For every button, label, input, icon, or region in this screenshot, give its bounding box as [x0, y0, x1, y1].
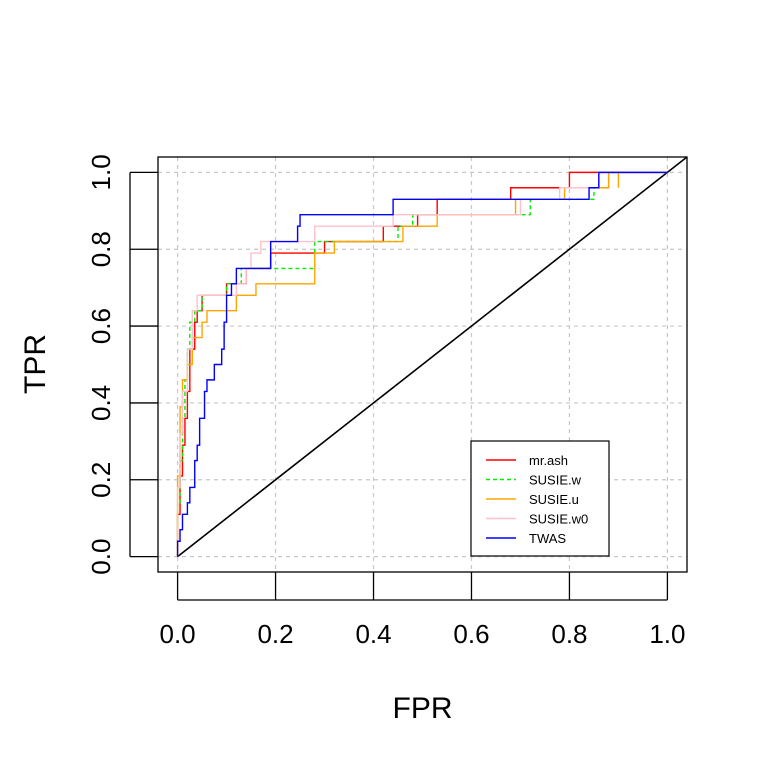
y-axis-label: TPR [19, 334, 52, 394]
plot-frame [157, 156, 688, 573]
legend-label-2: SUSIE.u [529, 492, 579, 507]
y-tick-label-2: 0.4 [86, 385, 116, 421]
legend: mr.ash SUSIE.w SUSIE.u SUSIE.w0 TWAS [470, 440, 610, 557]
legend-label-1: SUSIE.w [529, 473, 582, 488]
y-tick-label-0: 0.0 [86, 539, 116, 575]
y-tick-label-5: 1.0 [86, 154, 116, 190]
y-axis: 0.0 0.2 0.4 0.6 0.8 1.0 [86, 154, 158, 575]
x-tick-label-1: 0.2 [257, 619, 293, 649]
x-axis-label: FPR [393, 692, 453, 725]
y-tick-label-3: 0.6 [86, 308, 116, 344]
y-tick-label-4: 0.8 [86, 231, 116, 267]
x-tick-label-5: 1.0 [649, 619, 685, 649]
x-tick-label-3: 0.6 [453, 619, 489, 649]
diagonal-reference-line [177, 157, 687, 558]
x-tick-label-0: 0.0 [160, 619, 196, 649]
diagonal-line [177, 157, 687, 558]
x-axis: 0.0 0.2 0.4 0.6 0.8 1.0 [160, 572, 685, 649]
roc-curves [176, 171, 668, 557]
x-tick-label-4: 0.8 [551, 619, 587, 649]
y-tick-label-1: 0.2 [86, 462, 116, 498]
legend-label-0: mr.ash [529, 453, 568, 468]
legend-label-3: SUSIE.w0 [529, 512, 588, 527]
legend-label-4: TWAS [529, 531, 566, 546]
series-line-twas [176, 171, 668, 557]
x-tick-label-2: 0.4 [355, 619, 391, 649]
